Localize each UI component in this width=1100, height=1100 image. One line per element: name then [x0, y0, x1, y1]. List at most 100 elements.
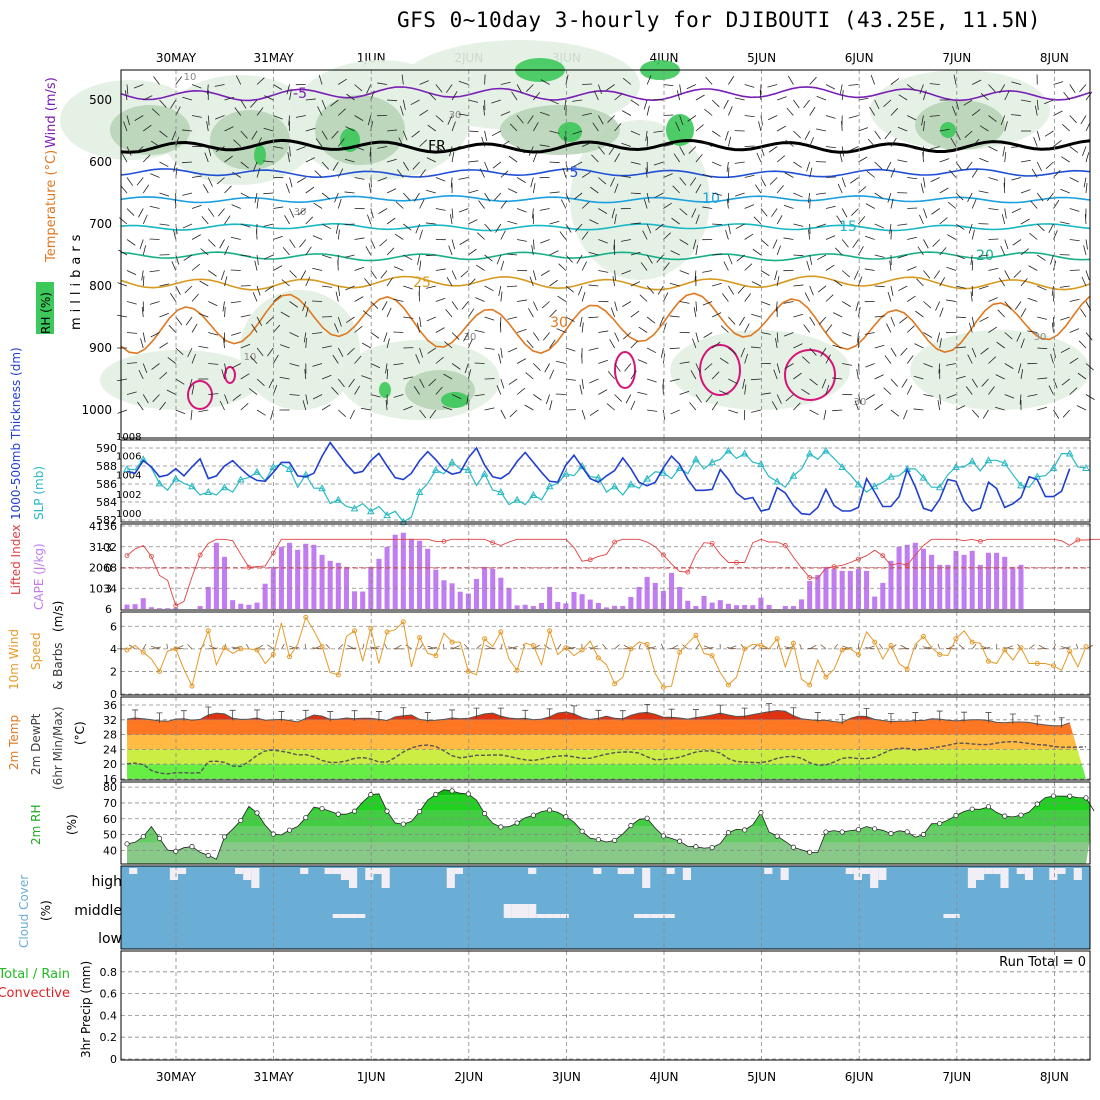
wind-barb	[191, 263, 201, 271]
wind-barb	[760, 208, 768, 217]
wind-barb	[256, 347, 264, 357]
thickness-line	[126, 441, 1071, 516]
slp-marker	[236, 475, 245, 483]
wind-barb	[711, 371, 720, 380]
wind-barb	[410, 99, 420, 106]
rh-marker	[644, 815, 650, 821]
wind-barb	[804, 292, 811, 302]
cape-bar	[384, 546, 390, 609]
wind-barb	[751, 409, 762, 413]
wind-barb	[273, 146, 284, 149]
wind-barb	[338, 108, 346, 116]
wind-barb	[224, 276, 228, 287]
temp-axis-label-b: 2m DewPt	[29, 713, 43, 775]
wind-barb	[853, 270, 859, 280]
rh-contour-label: 10	[244, 352, 257, 363]
cloud-middle-clear	[357, 914, 366, 918]
temp-minmax-marker	[1058, 717, 1065, 728]
wind-barb	[946, 363, 957, 366]
wind-barb	[370, 363, 381, 369]
top-day-label: 5JUN	[747, 51, 776, 65]
slp-marker	[1017, 481, 1025, 489]
wind-barb	[890, 229, 892, 240]
rh-tick-label: 40	[103, 844, 117, 857]
cloud-high-clear	[593, 868, 602, 874]
wind-barb	[841, 208, 848, 218]
wind-barb	[143, 95, 153, 101]
cape-bar	[904, 544, 910, 609]
wind-barb	[771, 401, 778, 411]
lifted-index-marker	[490, 540, 496, 546]
wind-barb	[793, 284, 804, 287]
isotherm-35-loop	[784, 349, 836, 401]
wind-barb	[267, 347, 274, 357]
slp-marker	[155, 479, 164, 487]
wind-barb	[540, 111, 550, 116]
wind-barb	[498, 353, 502, 364]
wind-barb	[1069, 146, 1078, 153]
cape-bar	[457, 591, 463, 609]
wind-barb	[402, 130, 408, 141]
wind-barb	[1069, 177, 1079, 183]
wind-barb	[126, 332, 137, 334]
wind-barb	[474, 329, 485, 333]
wind-10m-marker	[758, 642, 764, 648]
wind-barb	[848, 115, 859, 119]
wind-barb	[289, 90, 292, 101]
wind-barb	[564, 136, 567, 147]
wind-barb	[468, 308, 475, 318]
wind-barb	[232, 171, 241, 178]
wind-10m-marker	[173, 646, 179, 652]
wind-barb	[614, 123, 622, 132]
wind-barb	[191, 234, 201, 240]
wind-10m-marker	[238, 646, 244, 652]
wind-barb	[1004, 363, 1014, 369]
wind-barb	[533, 92, 541, 101]
cape-bar	[742, 604, 748, 609]
wind-barb	[1080, 115, 1087, 125]
wind-barb	[1014, 301, 1022, 310]
wind-barb	[528, 146, 534, 156]
wind-barb	[751, 313, 762, 318]
wind-barb	[865, 203, 875, 209]
wind-barb	[272, 354, 279, 364]
wind-barb	[1004, 270, 1010, 280]
wind-barb	[914, 343, 924, 349]
wind-10m-marker	[530, 642, 536, 648]
wind-10m-barb	[166, 643, 169, 649]
wind-barb	[889, 223, 892, 234]
wind-barb	[646, 75, 652, 85]
wind-barb	[663, 84, 674, 87]
wind-barb	[598, 359, 608, 364]
slp-marker	[610, 482, 619, 490]
wind-barb	[417, 254, 420, 265]
wind-barb	[906, 84, 916, 91]
wind-barb	[890, 316, 896, 327]
wind-barb	[919, 84, 924, 94]
wind-barb	[686, 84, 697, 90]
cape-bar	[595, 602, 601, 609]
cape-bar	[652, 582, 658, 609]
wind-barb	[159, 401, 166, 411]
temp-axis-label-c: (6hr Min/Max)	[51, 707, 65, 791]
wind-barb	[256, 229, 258, 240]
wind-barb	[858, 276, 863, 287]
wind-barb	[874, 192, 884, 199]
wind-barb	[468, 278, 476, 287]
wind-barb	[787, 75, 794, 85]
wind-barb	[754, 184, 762, 194]
bottom-day-label: 2JUN	[454, 1070, 483, 1084]
wind-10m-marker	[352, 628, 358, 634]
slp-marker	[822, 446, 830, 454]
rh-marker	[384, 808, 390, 814]
thickness-tick-label: 584	[96, 496, 117, 509]
wind-barb	[613, 239, 616, 250]
wind-barb	[809, 137, 814, 147]
wind-barb	[386, 277, 393, 287]
rh-marker	[465, 791, 471, 797]
cape-bar	[197, 605, 203, 609]
wind-barb	[314, 170, 323, 178]
wind-barb	[900, 347, 908, 356]
lifted-index-marker	[270, 550, 276, 556]
wind-barb	[695, 332, 699, 343]
